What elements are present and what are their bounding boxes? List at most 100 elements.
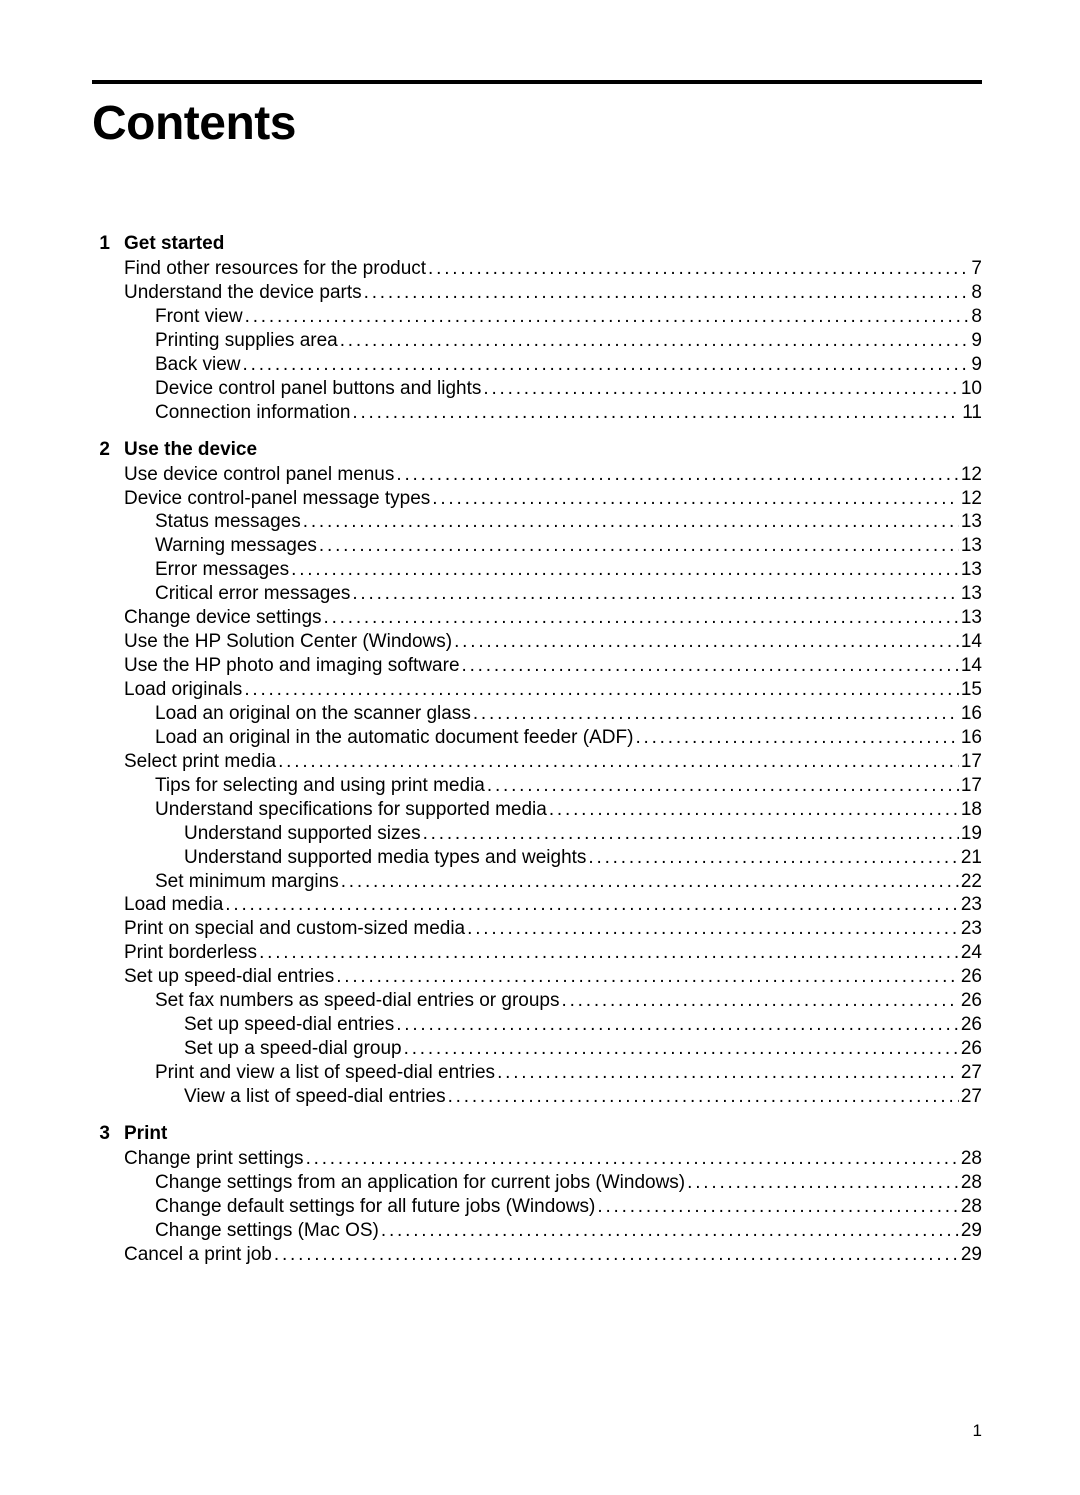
- toc-entry: Set fax numbers as speed-dial entries or…: [92, 989, 982, 1013]
- toc-entry: Set minimum margins 22: [92, 870, 982, 894]
- toc-entry: View a list of speed-dial entries 27: [92, 1085, 982, 1109]
- toc-page: 27: [961, 1085, 982, 1109]
- toc-leader-dots: [303, 510, 959, 534]
- page-number: 1: [973, 1421, 982, 1441]
- toc-leader-dots: [340, 329, 970, 353]
- toc-page: 29: [961, 1219, 982, 1243]
- section-header: 3Print: [92, 1123, 982, 1145]
- toc-entry: Load an original on the scanner glass 16: [92, 702, 982, 726]
- toc-entry: Understand supported media types and wei…: [92, 846, 982, 870]
- toc-entry: Set up speed-dial entries 26: [92, 965, 982, 989]
- toc-label: Use device control panel menus: [124, 463, 394, 487]
- toc-leader-dots: [404, 1037, 959, 1061]
- toc-leader-dots: [396, 1013, 959, 1037]
- toc-page: 22: [961, 870, 982, 894]
- toc-leader-dots: [306, 1147, 959, 1171]
- toc-label: Load media: [124, 893, 223, 917]
- section-number: 1: [92, 233, 124, 255]
- toc-leader-dots: [473, 702, 959, 726]
- toc-leader-dots: [432, 487, 959, 511]
- toc-entry: Front view 8: [92, 305, 982, 329]
- toc-entry: Load an original in the automatic docume…: [92, 726, 982, 750]
- toc-label: Warning messages: [155, 534, 317, 558]
- toc-label: Status messages: [155, 510, 301, 534]
- toc-leader-dots: [467, 917, 959, 941]
- section-title: Use the device: [124, 439, 257, 461]
- toc-page: 27: [961, 1061, 982, 1085]
- section-number: 3: [92, 1123, 124, 1145]
- toc-leader-dots: [364, 281, 970, 305]
- toc-label: Print borderless: [124, 941, 257, 965]
- toc-page: 18: [961, 798, 982, 822]
- toc-page: 29: [961, 1243, 982, 1267]
- toc-label: Change settings from an application for …: [155, 1171, 685, 1195]
- toc-label: Use the HP Solution Center (Windows): [124, 630, 452, 654]
- toc-leader-dots: [324, 606, 959, 630]
- toc-page: 12: [961, 463, 982, 487]
- toc-leader-dots: [448, 1085, 959, 1109]
- toc-entry: Use the HP photo and imaging software 14: [92, 654, 982, 678]
- toc-entry: Cancel a print job 29: [92, 1243, 982, 1267]
- toc-entry: Back view 9: [92, 353, 982, 377]
- toc-label: Set fax numbers as speed-dial entries or…: [155, 989, 560, 1013]
- toc-page: 9: [971, 329, 982, 353]
- toc-entry: Change print settings 28: [92, 1147, 982, 1171]
- toc-page: 8: [971, 281, 982, 305]
- page-title: Contents: [92, 96, 982, 151]
- toc-leader-dots: [243, 353, 970, 377]
- toc-leader-dots: [635, 726, 958, 750]
- section-number: 2: [92, 439, 124, 461]
- toc-entry: Status messages 13: [92, 510, 982, 534]
- toc-label: Print on special and custom-sized media: [124, 917, 465, 941]
- toc-leader-dots: [319, 534, 959, 558]
- toc-entry: Set up speed-dial entries 26: [92, 1013, 982, 1037]
- toc-section: 2Use the deviceUse device control panel …: [92, 439, 982, 1109]
- toc-page: 15: [961, 678, 982, 702]
- toc-page: 16: [961, 702, 982, 726]
- toc-page: 16: [961, 726, 982, 750]
- toc-page: 13: [961, 558, 982, 582]
- toc-leader-dots: [428, 257, 969, 281]
- toc-label: Understand the device parts: [124, 281, 362, 305]
- toc-leader-dots: [597, 1195, 958, 1219]
- toc-entry: Change default settings for all future j…: [92, 1195, 982, 1219]
- toc-entry: Print and view a list of speed-dial entr…: [92, 1061, 982, 1085]
- toc-page: 9: [971, 353, 982, 377]
- toc-page: 10: [961, 377, 982, 401]
- toc-label: Tips for selecting and using print media: [155, 774, 485, 798]
- toc-label: Cancel a print job: [124, 1243, 272, 1267]
- toc-label: View a list of speed-dial entries: [184, 1085, 446, 1109]
- toc-page: 19: [961, 822, 982, 846]
- toc-leader-dots: [462, 654, 959, 678]
- toc-label: Change default settings for all future j…: [155, 1195, 595, 1219]
- toc-entry: Change settings from an application for …: [92, 1171, 982, 1195]
- toc-leader-dots: [497, 1061, 959, 1085]
- toc-entry: Connection information 11: [92, 401, 982, 425]
- top-rule: [92, 80, 982, 84]
- toc-entry: Use the HP Solution Center (Windows) 14: [92, 630, 982, 654]
- toc-label: Select print media: [124, 750, 276, 774]
- toc-leader-dots: [259, 941, 959, 965]
- toc-label: Change settings (Mac OS): [155, 1219, 379, 1243]
- toc-entry: Print on special and custom-sized media …: [92, 917, 982, 941]
- section-header: 1Get started: [92, 233, 982, 255]
- toc-leader-dots: [588, 846, 958, 870]
- toc-leader-dots: [245, 305, 970, 329]
- toc-entry: Select print media 17: [92, 750, 982, 774]
- toc-label: Device control panel buttons and lights: [155, 377, 481, 401]
- toc-label: Understand supported media types and wei…: [184, 846, 586, 870]
- toc-label: Front view: [155, 305, 243, 329]
- toc-label: Load an original in the automatic docume…: [155, 726, 633, 750]
- toc-section: 1Get startedFind other resources for the…: [92, 233, 982, 425]
- toc-entry: Understand supported sizes 19: [92, 822, 982, 846]
- section-title: Get started: [124, 233, 224, 255]
- toc-entry: Find other resources for the product 7: [92, 257, 982, 281]
- toc-label: Understand supported sizes: [184, 822, 421, 846]
- toc-page: 13: [961, 606, 982, 630]
- toc-page: 17: [961, 750, 982, 774]
- toc-label: Set up a speed-dial group: [184, 1037, 402, 1061]
- toc-page: 13: [961, 534, 982, 558]
- toc-entry: Warning messages 13: [92, 534, 982, 558]
- toc-leader-dots: [487, 774, 959, 798]
- toc-entry: Critical error messages 13: [92, 582, 982, 606]
